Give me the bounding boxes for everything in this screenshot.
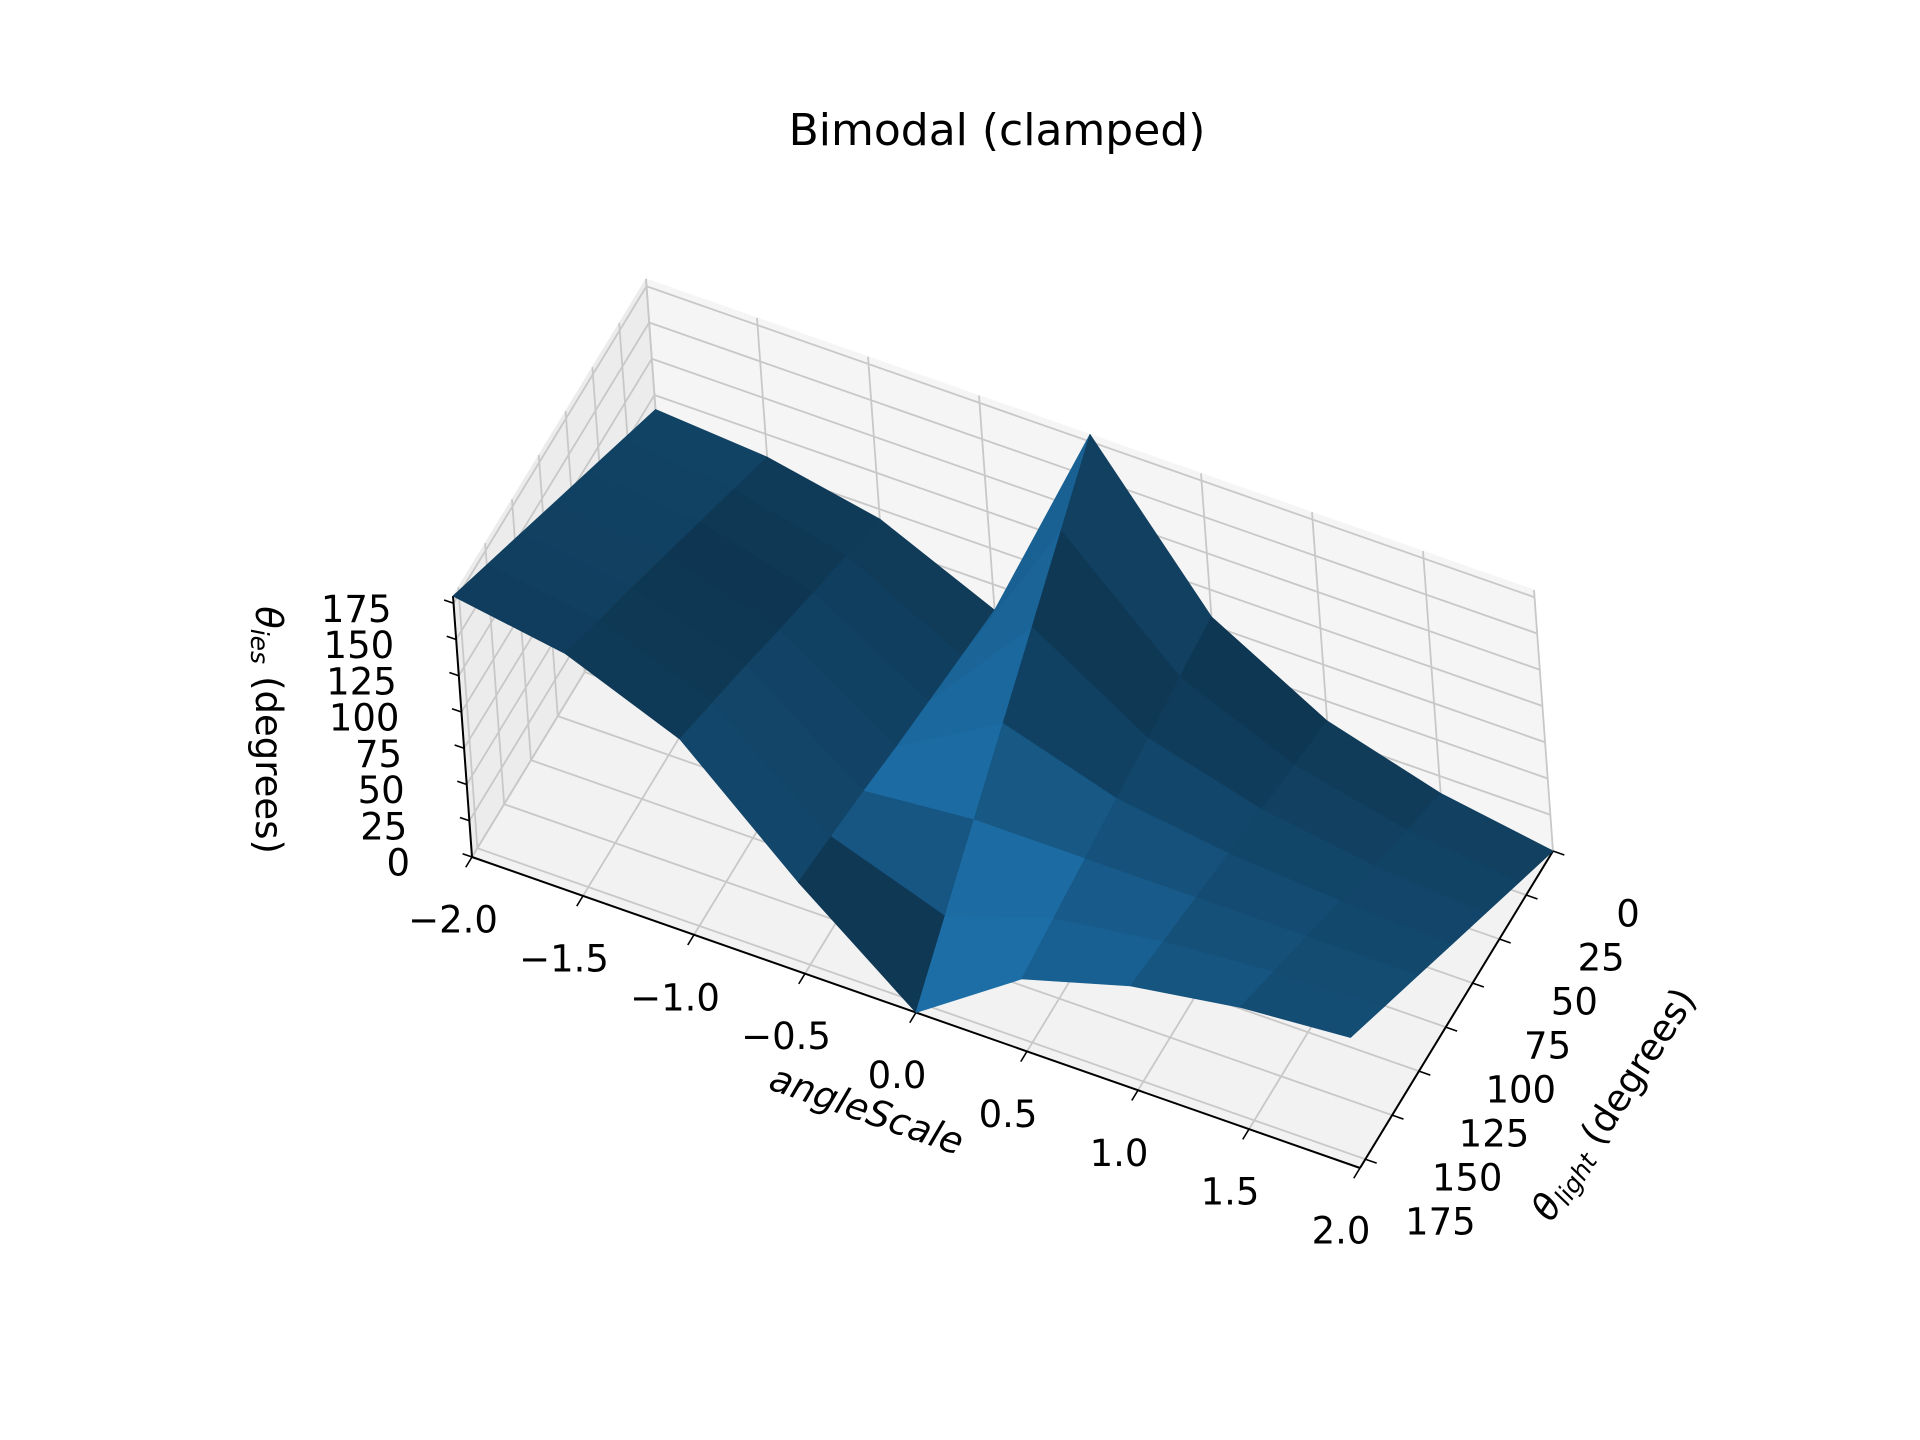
z-tick-label: 25 <box>360 805 407 848</box>
y-tick-label: 175 <box>1405 1201 1476 1244</box>
x-tick-mark <box>798 973 806 985</box>
surface-cell <box>1239 971 1385 1038</box>
y-axis-label-subscript: light <box>1549 1147 1604 1210</box>
y-tick-mark <box>1391 1114 1404 1120</box>
x-tick-mark <box>1131 1089 1139 1101</box>
x-tick-label: 0.5 <box>979 1093 1038 1136</box>
y-tick-label: 150 <box>1432 1157 1503 1200</box>
x-tick-label: 0.0 <box>868 1054 927 1097</box>
y-tick-label: 0 <box>1616 893 1640 936</box>
x-tick-mark <box>687 934 695 946</box>
x-tick-label: −1.0 <box>630 976 720 1019</box>
y-tick-label: 100 <box>1485 1069 1556 1112</box>
y-tick-mark <box>1552 850 1565 856</box>
y-tick-mark <box>1472 982 1485 988</box>
x-tick-mark <box>909 1012 917 1024</box>
z-tick-label: 150 <box>324 624 395 667</box>
x-tick-label: 1.5 <box>1201 1171 1260 1214</box>
x-tick-mark <box>465 856 473 868</box>
z-tick-mark <box>462 852 473 858</box>
x-tick-label: −0.5 <box>741 1015 831 1058</box>
z-tick-label: 125 <box>326 660 397 703</box>
z-tick-mark <box>459 816 470 822</box>
z-tick-mark <box>449 671 460 677</box>
y-tick-mark <box>1525 894 1538 900</box>
x-tick-mark <box>1020 1050 1028 1063</box>
z-tick-label: 50 <box>358 769 405 812</box>
z-tick-mark <box>443 599 454 605</box>
surface <box>452 409 1554 1038</box>
x-tick-label: −2.0 <box>408 899 498 942</box>
z-axis-line <box>452 595 473 858</box>
z-axis-label-unit: (degrees) <box>248 676 291 854</box>
x-tick-label: 1.0 <box>1090 1132 1149 1175</box>
x-tick-mark <box>1353 1167 1361 1179</box>
z-tick-label: 100 <box>329 697 400 740</box>
z-tick-label: 75 <box>355 733 402 776</box>
y-tick-mark <box>1418 1070 1431 1076</box>
y-tick-label: 50 <box>1551 981 1598 1024</box>
y-tick-mark <box>1365 1158 1377 1164</box>
z-axis-label: θies (degrees) <box>245 606 291 854</box>
z-axis-label-subscript: ies <box>245 629 274 664</box>
z-tick-mark <box>451 707 462 713</box>
y-tick-label: 25 <box>1578 937 1625 980</box>
chart-title: Bimodal (clamped) <box>789 105 1206 156</box>
z-tick-mark <box>446 635 457 641</box>
z-tick-label: 175 <box>321 588 392 631</box>
x-tick-mark <box>576 895 584 907</box>
y-tick-mark <box>1499 938 1511 944</box>
z-axis-label-symbol: θ <box>248 606 291 629</box>
y-tick-mark <box>1445 1026 1458 1032</box>
y-axis-line <box>1359 850 1554 1169</box>
x-tick-label: 2.0 <box>1312 1210 1371 1253</box>
z-tick-mark <box>457 780 467 786</box>
x-tick-label: −1.5 <box>519 937 609 980</box>
z-tick-mark <box>454 744 465 750</box>
grid-line <box>452 285 648 604</box>
z-tick-label: 0 <box>386 842 410 885</box>
y-tick-label: 125 <box>1459 1113 1530 1156</box>
x-tick-mark <box>1242 1128 1250 1140</box>
y-tick-label: 75 <box>1524 1025 1571 1068</box>
